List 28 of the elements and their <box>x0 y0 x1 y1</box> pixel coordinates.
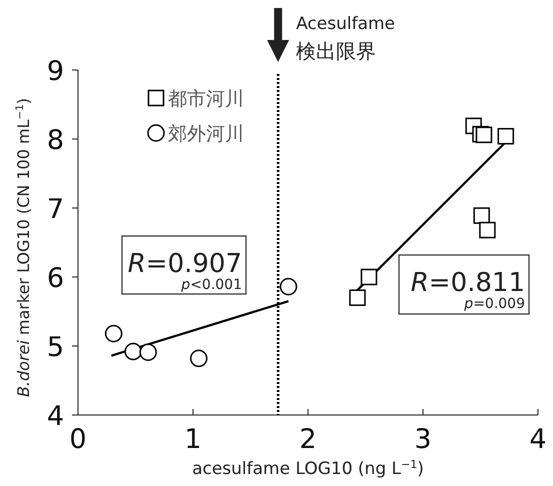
point <box>479 222 496 238</box>
y-tick-label: 7 <box>46 194 64 225</box>
point <box>139 343 157 361</box>
y-tick-label: 6 <box>46 263 64 294</box>
point <box>124 342 142 360</box>
x-tick-label: 3 <box>414 424 432 455</box>
x-tick-label: 1 <box>184 424 202 455</box>
point <box>476 126 492 144</box>
point <box>190 350 208 368</box>
point <box>473 207 490 224</box>
point <box>349 289 366 306</box>
point <box>498 128 514 144</box>
y-tick-label: 5 <box>46 332 64 363</box>
x-tick-label: 4 <box>529 424 547 455</box>
point <box>104 324 122 342</box>
ref-line-label: Acesulfame 検出限界 <box>296 14 396 63</box>
y-tick-label: 8 <box>46 125 64 156</box>
annotation: R=0.811 p=0.009 <box>410 268 525 312</box>
legend-label: 都市河川 <box>168 88 244 110</box>
y-tick-label: 9 <box>46 56 64 87</box>
y-tick-label: 4 <box>46 401 64 432</box>
x-tick-label: 0 <box>69 424 87 455</box>
x-tick-label: 2 <box>299 424 317 455</box>
legend-label: 郊外河川 <box>168 123 244 145</box>
point <box>360 268 378 286</box>
x-axis-title: acesulfame LOG10 (ng L$^{−1}$) <box>192 458 424 479</box>
point <box>280 278 298 296</box>
annotation: R=0.907 p<0.001 <box>128 249 242 293</box>
